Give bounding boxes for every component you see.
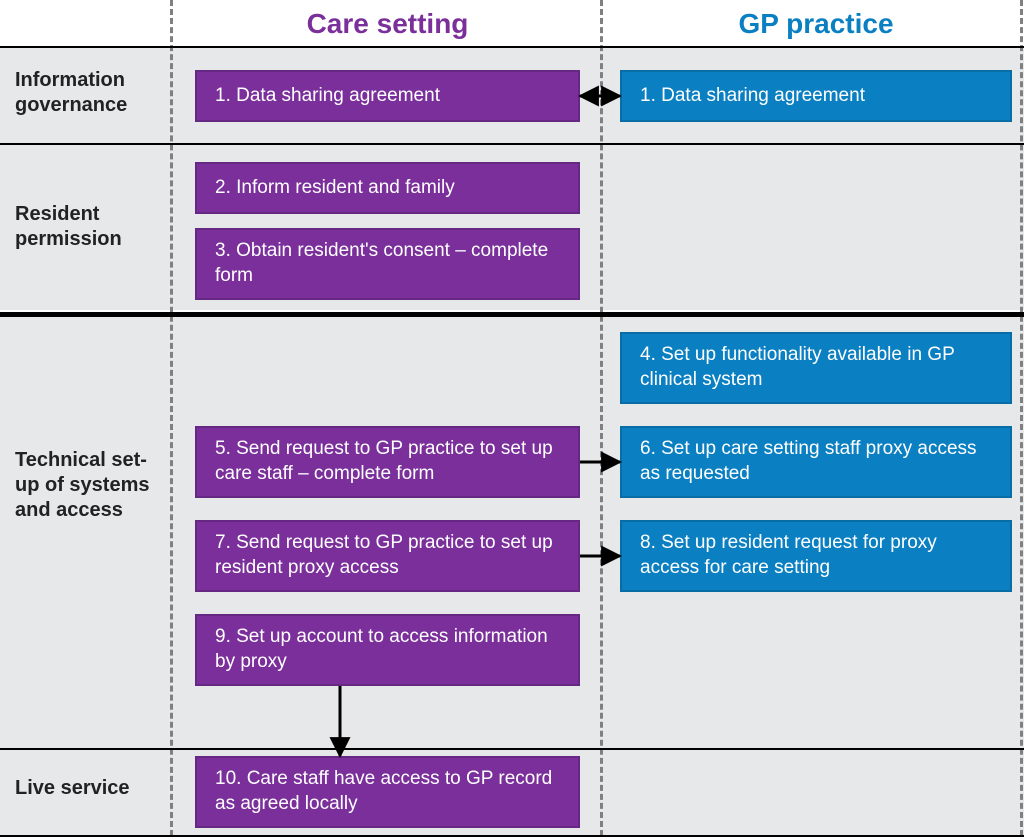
row-label-technical-setup: Technical set-up of systems and access: [15, 448, 165, 523]
step-9-setup-account: 9. Set up account to access information …: [195, 614, 580, 686]
hline-0: [0, 46, 1024, 48]
step-3-obtain-consent: 3. Obtain resident's consent – complete …: [195, 228, 580, 300]
vline-labels: [170, 0, 173, 836]
step-1-gp-data-sharing: 1. Data sharing agreement: [620, 70, 1012, 122]
column-header-care-setting: Care setting: [195, 8, 580, 40]
process-diagram: Care setting GP practice Information gov…: [0, 0, 1024, 836]
hline-2: [0, 312, 1024, 317]
row-label-resident-permission: Resident permission: [15, 202, 165, 252]
hline-1: [0, 143, 1024, 145]
step-8-setup-resident-proxy: 8. Set up resident request for proxy acc…: [620, 520, 1012, 592]
step-6-setup-staff-proxy: 6. Set up care setting staff proxy acces…: [620, 426, 1012, 498]
column-header-gp-practice: GP practice: [620, 8, 1012, 40]
step-7-send-request-resident: 7. Send request to GP practice to set up…: [195, 520, 580, 592]
row-label-information-governance: Information governance: [15, 68, 165, 118]
vline-right: [1020, 0, 1023, 836]
step-2-inform-resident: 2. Inform resident and family: [195, 162, 580, 214]
step-4-setup-functionality: 4. Set up functionality available in GP …: [620, 332, 1012, 404]
step-1-care-data-sharing: 1. Data sharing agreement: [195, 70, 580, 122]
vline-care-gp: [600, 0, 603, 836]
hline-3: [0, 748, 1024, 750]
step-5-send-request-staff: 5. Send request to GP practice to set up…: [195, 426, 580, 498]
step-10-live-access: 10. Care staff have access to GP record …: [195, 756, 580, 828]
row-label-live-service: Live service: [15, 776, 165, 801]
